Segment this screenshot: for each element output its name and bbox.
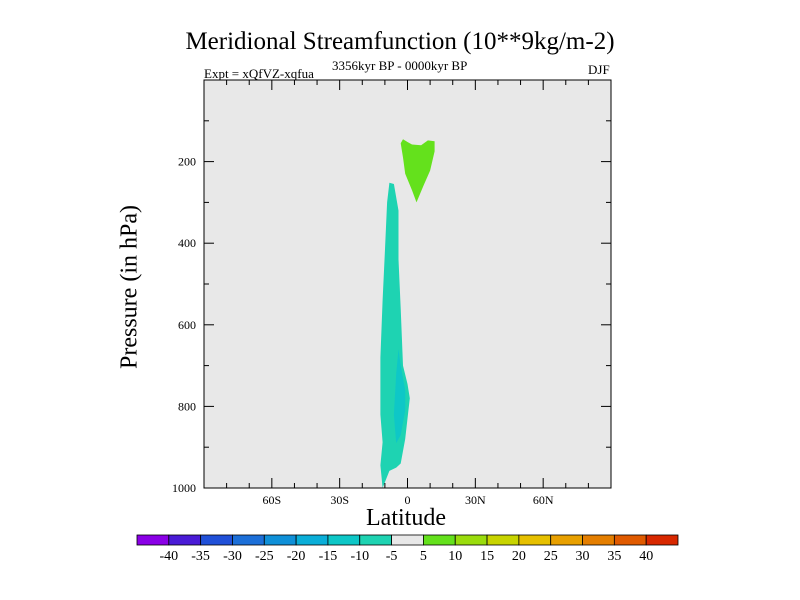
colorbar-swatch: [550, 534, 583, 546]
x-tick-label: 30N: [465, 493, 486, 507]
x-tick-label: 60S: [262, 493, 281, 507]
colorbar: -40 -35 -30 -25 -20 -15 -10 -5 5 10 15 20 25 30 35 40: [136, 534, 679, 564]
colorbar-swatch: [486, 534, 520, 546]
colorbar-label: -5: [386, 549, 398, 564]
colorbar-swatch: [168, 534, 202, 546]
colorbar-swatch: [232, 534, 265, 546]
colorbar-swatch: [327, 534, 361, 546]
colorbar-label: -35: [191, 549, 210, 564]
colorbar-swatch: [645, 534, 679, 546]
x-tick-label: 60N: [533, 493, 554, 507]
colorbar-label: 25: [544, 549, 558, 564]
region-positive-cell: [400, 139, 435, 203]
colorbar-label: -30: [223, 549, 242, 564]
colorbar-label: 30: [576, 549, 590, 564]
colorbar-swatch: [391, 534, 424, 546]
y-tick-label: 400: [178, 236, 196, 250]
colorbar-swatch: [423, 534, 456, 546]
x-tick-label: 0: [405, 493, 411, 507]
colorbar-label: -20: [287, 549, 306, 564]
colorbar-swatch: [295, 534, 329, 546]
colorbar-label: 10: [448, 549, 462, 564]
colorbar-swatch: [613, 534, 647, 546]
period-label: 3356kyr BP - 0000kyr BP: [332, 58, 468, 73]
colorbar-label: 35: [607, 549, 621, 564]
colorbar-label: -15: [319, 549, 338, 564]
experiment-label: Expt = xQfVZ-xqfua: [204, 66, 314, 81]
region-negative-core: [393, 349, 406, 444]
y-tick-label: 800: [178, 399, 196, 413]
x-axis-label: Latitude: [366, 505, 446, 531]
colorbar-label: -40: [159, 549, 178, 564]
y-tick-label: 600: [178, 318, 196, 332]
y-tick-label: 1000: [172, 481, 196, 495]
colorbar-swatch: [454, 534, 488, 546]
contour-regions: [380, 139, 435, 489]
colorbar-swatch: [359, 534, 392, 546]
colorbar-label: 5: [420, 549, 427, 564]
x-tick-label: 30S: [330, 493, 349, 507]
colorbar-label: 20: [512, 549, 526, 564]
plot-area: [204, 80, 611, 488]
axis-ticks: 60S 30S 0 30N 60N 200 400 600 800 1000: [172, 80, 611, 507]
colorbar-swatch: [263, 534, 297, 546]
colorbar-label: 15: [480, 549, 494, 564]
colorbar-swatch: [582, 534, 615, 546]
colorbar-label: -10: [350, 549, 369, 564]
y-tick-label: 200: [178, 155, 196, 169]
colorbar-swatch: [518, 534, 552, 546]
colorbar-swatch: [200, 534, 233, 546]
colorbar-label: 40: [639, 549, 653, 564]
colorbar-swatch: [136, 534, 170, 546]
colorbar-label: -25: [255, 549, 274, 564]
chart-title: Meridional Streamfunction (10**9kg/m-2): [185, 28, 615, 55]
season-label: DJF: [588, 62, 610, 77]
